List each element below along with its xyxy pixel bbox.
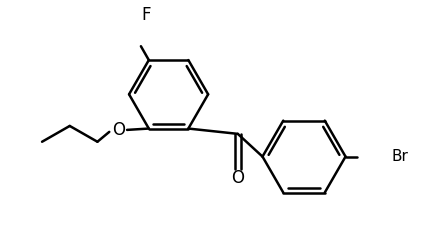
Text: Br: Br bbox=[391, 149, 408, 164]
Text: O: O bbox=[111, 121, 124, 139]
Text: O: O bbox=[231, 169, 244, 187]
Text: F: F bbox=[141, 6, 150, 24]
